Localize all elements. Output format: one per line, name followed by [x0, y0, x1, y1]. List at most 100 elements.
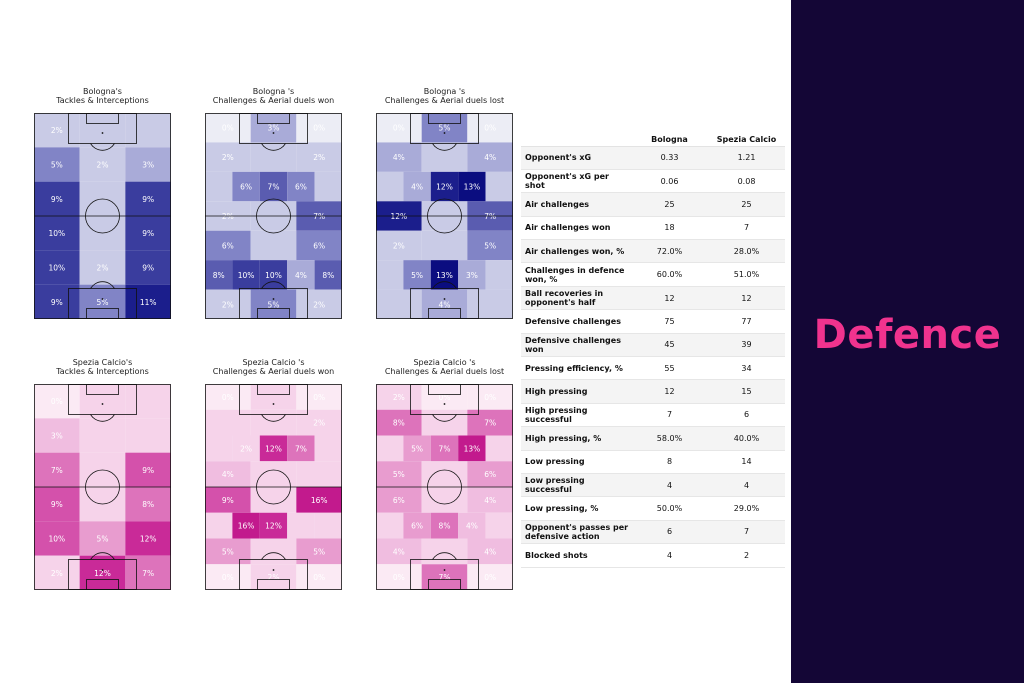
heatmap-cell [467, 538, 513, 565]
cell-label: 9% [51, 195, 63, 204]
heatmap-cell [376, 230, 422, 261]
cell-label: 2% [51, 126, 63, 135]
heatmap-cell [296, 289, 342, 319]
cell-label: 13% [464, 444, 481, 453]
heatmap-cell [458, 512, 486, 539]
heatmap-cell [376, 289, 422, 319]
cell-label: 7% [268, 183, 280, 192]
cell-label: 5% [268, 300, 280, 309]
heatmap-cell [250, 384, 297, 410]
bologna-value: 7 [631, 403, 708, 428]
heatmap-cell [376, 260, 404, 290]
pitch-heatmap: 0% 5% 0% 4% 4% 4% 12% 13% 12% 7% 2% 5% 5% 13% 3% 4% [376, 113, 513, 319]
spezia-value: 4 [708, 473, 785, 498]
cell-label: 12% [265, 522, 282, 531]
bologna-value: 18 [631, 216, 708, 241]
chart-title: Spezia Calcio's Tackles & Interceptions [56, 358, 149, 376]
spezia-value: 28.0% [708, 239, 785, 264]
table-row: Blocked shots 4 2 [521, 543, 785, 568]
cell-label: 4% [222, 470, 234, 479]
bologna-value: 58.0% [631, 426, 708, 451]
bologna-value: 12 [631, 286, 708, 311]
cell-label: 5% [97, 535, 109, 544]
cell-label: 4% [484, 547, 496, 556]
bologna-value: 0.06 [631, 169, 708, 194]
heatmap-cell [314, 512, 342, 539]
cell-label: 9% [51, 500, 63, 509]
cell-label: 6% [295, 183, 307, 192]
heatmap-cell [376, 487, 422, 513]
heatmap-cell [296, 461, 342, 487]
heatmap-cell [421, 564, 468, 590]
cell-label: 9% [142, 229, 154, 238]
bologna-value: 8 [631, 450, 708, 474]
heatmap-cell [458, 171, 486, 202]
pitch-lines [205, 113, 342, 319]
heatmap-cell [79, 113, 126, 148]
metric-name: Challenges in defence won, % [521, 262, 631, 287]
cell-label: 3% [51, 432, 63, 441]
heatmap-cell [259, 435, 288, 462]
heatmap-cell [485, 512, 513, 539]
chart-title: Spezia Calcio 's Challenges & Aerial due… [212, 358, 335, 376]
cell-label: 6% [313, 241, 325, 250]
cell-label: 2% [97, 264, 109, 273]
heatmap-cell [125, 452, 171, 487]
cell-label: 4% [393, 153, 405, 162]
cell-label: 4% [411, 183, 423, 192]
heatmap-cell [125, 487, 171, 522]
table-row: Ball recoveries in opponent's half 12 12 [521, 286, 785, 311]
table-row: Air challenges won, % 72.0% 28.0% [521, 239, 785, 264]
metric-name: High pressing, % [521, 426, 631, 451]
bologna-value: 50.0% [631, 496, 708, 521]
heatmap-cell [376, 435, 404, 462]
cell-label: 7% [439, 573, 451, 582]
cell-label: 12% [436, 183, 453, 192]
heatmap-cell [34, 418, 80, 453]
metric-name: Opponent's xG per shot [521, 169, 631, 194]
cell-label: 7% [313, 212, 325, 221]
spezia-value: 1.21 [708, 146, 785, 170]
cell-label: 0% [313, 573, 325, 582]
cell-label: 10% [238, 271, 255, 280]
spezia-value: 0.08 [708, 169, 785, 194]
heatmap-cell [287, 512, 315, 539]
cell-label: 2% [51, 569, 63, 578]
pitch-heatmap: 2% 0% 0% 8% 7% 5% 7% 13% 5% 6% 6% 4% 6% 8% 4% 4% 4% 0% 7% 0… [376, 384, 513, 590]
cell-label: 0% [313, 393, 325, 402]
table-row: Air challenges 25 25 [521, 192, 785, 217]
cell-label: 5% [97, 298, 109, 307]
heatmap-cell [296, 487, 342, 513]
bologna-value: 6 [631, 520, 708, 545]
heatmap-cell [421, 538, 468, 565]
cell-label: 16% [311, 496, 328, 505]
cell-label: 6% [393, 496, 405, 505]
heatmap-cell [376, 564, 422, 590]
cell-label: 2% [313, 300, 325, 309]
bologna-value: 55 [631, 356, 708, 381]
pitch-lines [376, 113, 513, 319]
heatmap-cell [485, 435, 513, 462]
cell-label: 7% [295, 444, 307, 453]
heatmap-cell [376, 461, 422, 487]
cell-label: 0% [393, 124, 405, 133]
cell-label: 3% [268, 124, 280, 133]
cell-label: 2% [222, 153, 234, 162]
heatmap-cell [79, 418, 126, 453]
metric-name: Blocked shots [521, 543, 631, 568]
cell-label: 0% [222, 124, 234, 133]
bologna-value: 0.33 [631, 146, 708, 170]
table-row: Low pressing 8 14 [521, 450, 785, 474]
metric-name: Ball recoveries in opponent's half [521, 286, 631, 311]
table-row: Pressing efficiency, % 55 34 [521, 356, 785, 381]
heatmap-cell [421, 230, 468, 261]
table-row: Low pressing, % 50.0% 29.0% [521, 496, 785, 521]
metric-name: Air challenges [521, 192, 631, 217]
metric-name: Pressing efficiency, % [521, 356, 631, 381]
cell-label: 2% [268, 573, 280, 582]
chart-title: Bologna 's Challenges & Aerial duels won [212, 87, 335, 105]
spezia-value: 6 [708, 403, 785, 428]
header-spezia: Spezia Calcio [708, 133, 785, 147]
heatmap-cell [376, 384, 422, 410]
metric-name: Low pressing successful [521, 473, 631, 498]
